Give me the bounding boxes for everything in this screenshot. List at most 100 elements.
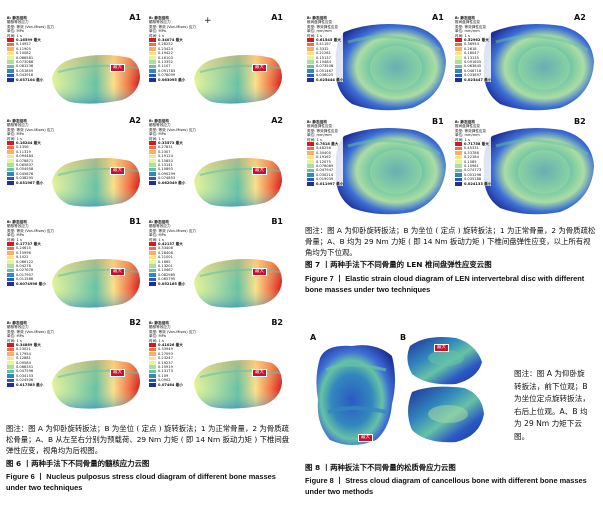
legend-row: 0.13141	[149, 163, 196, 167]
figure6-title-en-text: Figure 6 丨 Nucleus pulposus stress cloud…	[6, 472, 276, 492]
legend-header-line: 髓核等效应力	[7, 20, 29, 25]
legend-row: 0.036025	[307, 73, 343, 77]
legend-swatch	[7, 356, 14, 361]
legend-header-line: 类型: 等效弹性应变	[307, 24, 339, 29]
legend-value: 0.71758 最大	[464, 142, 489, 147]
legend-swatch	[7, 51, 14, 56]
legend-value: 0.063095 最小	[158, 77, 186, 82]
legend-swatch	[7, 268, 14, 273]
legend-header-line: 类型: 等效弹性应变	[455, 24, 487, 29]
legend-value: 0.086581	[16, 55, 34, 60]
legend-swatch	[7, 163, 14, 167]
legend-swatch	[7, 365, 14, 369]
legend-row: 0.09584	[7, 361, 54, 365]
legend-row: 0.07464 最小	[149, 383, 196, 387]
legend-swatch	[149, 281, 156, 286]
legend-header-line: 单位: MPa	[7, 132, 24, 137]
legend-row: 0.3332	[307, 47, 343, 51]
legend-row: 0.062049 最小	[149, 181, 196, 185]
legend-header-line: 时间: 1 s	[7, 338, 22, 343]
legend: B: 静态结构 椎间盘弹性应变 类型: 等效弹性应变 单位: mm/mm 时间: 1 s…	[307, 120, 344, 186]
legend-row: 0.41026 最大	[149, 343, 196, 347]
legend-swatch	[7, 64, 14, 69]
legend-swatch	[307, 69, 314, 73]
legend: B: 静态结构 髓核等效应力 类型: 等效 (Von-Mises) 应力 单位: MP…	[149, 321, 196, 387]
panel-label: A2	[574, 13, 586, 22]
legend-value: 0.1356	[16, 145, 29, 150]
legend-swatch	[149, 347, 156, 352]
legend-row: 0.18047	[455, 51, 491, 55]
legend-value: 0.017585 最小	[16, 382, 44, 387]
legend-row: 0.33788	[455, 151, 491, 155]
legend-value: 0.33573 最大	[158, 141, 183, 146]
figure7-title-en-text: Figure 7 丨 Elastic strain cloud diagram …	[305, 274, 585, 294]
figure6-title-cn-text: 图 6 丨两种手法下不同骨量的髓核应力云图	[6, 459, 150, 468]
legend-swatch	[455, 77, 462, 82]
legend-swatch	[149, 176, 156, 181]
legend-row: 0.17737 最大	[7, 242, 54, 246]
legend-header-line: 髓核等效应力	[7, 325, 29, 330]
legend-header-line: B: 静态结构	[455, 16, 475, 20]
legend-row: 0.10082	[7, 51, 54, 55]
legend-header-line: 髓核等效应力	[149, 20, 171, 25]
legend-value: 0.0902	[158, 378, 171, 383]
figure8-label-b: B	[400, 333, 407, 342]
legend-value: 0.051859	[16, 68, 34, 73]
legend-swatch	[149, 242, 156, 247]
legend-swatch	[455, 73, 462, 78]
figure6-panel: B: 静态结构 髓核等效应力 类型: 等效 (Von-Mises) 应力 单位: MP…	[4, 115, 144, 215]
legend: B: 静态结构 髓核等效应力 类型: 等效 (Von-Mises) 应力 单位: MP…	[149, 16, 196, 82]
legend-swatch	[307, 146, 314, 151]
legend-header-line: 类型: 等效 (Von-Mises) 应力	[7, 127, 55, 132]
legend-row: 0.16244 最大	[7, 141, 54, 145]
figure8-title-cn: 图 8 丨两种扳法下不同骨量的松质骨应力云图	[305, 462, 597, 473]
figure7-panel: B: 静态结构 椎间盘弹性应变 类型: 等效弹性应变 单位: mm/mm 时间: 1 s…	[304, 116, 450, 220]
legend-value: 0.17737 最大	[16, 242, 41, 247]
legend-swatch	[307, 64, 314, 69]
legend-row: 0.15919	[149, 365, 196, 369]
legend-row: 0.12881	[7, 356, 54, 360]
legend-swatch	[149, 352, 156, 356]
legend-value: 0.10467	[158, 268, 173, 273]
legend-value: 0.23247	[158, 356, 173, 361]
legend-value: 0.12075	[316, 159, 331, 164]
legend-swatch	[149, 356, 156, 361]
legend-value: 0.019039	[316, 177, 334, 182]
legend-header-line: B: 静态结构	[149, 220, 169, 224]
legend-value: 0.16599 最大	[16, 38, 41, 43]
legend-row: 0.7618 最大	[307, 142, 343, 146]
legend-header-line: B: 静态结构	[455, 120, 475, 124]
figure6-title-en: Figure 6 丨 Nucleus pulposus stress cloud…	[6, 471, 296, 493]
legend-swatch	[7, 352, 14, 356]
legend-value: 0.1107	[158, 64, 171, 69]
panel-label: A1	[129, 13, 141, 22]
legend-header-line: 时间: 1 s	[149, 33, 164, 38]
legend-swatch	[149, 268, 156, 273]
figure8-max-tag-a: 最大	[358, 434, 373, 442]
legend-row: 0.23424	[149, 47, 196, 51]
max-tag: 最大	[252, 64, 267, 72]
legend-swatch	[7, 145, 14, 150]
legend-row: 0.024133 最小	[455, 182, 491, 186]
disc-shape	[335, 128, 446, 215]
legend-swatch	[307, 181, 314, 186]
legend-value: 0.10484	[316, 59, 331, 64]
legend-value: 0.15919	[158, 364, 173, 369]
legend-value: 0.038295	[16, 176, 34, 181]
legend-swatch	[7, 374, 14, 378]
panel-label: B1	[432, 117, 444, 126]
legend-row: 0.017907	[7, 273, 54, 277]
legend-swatch	[7, 246, 14, 251]
legend-swatch	[149, 42, 156, 47]
legend-value: 0.030214	[316, 172, 334, 177]
legend-header-line: B: 静态结构	[149, 321, 169, 325]
legend-row: 0.30405	[307, 151, 343, 155]
legend-row: 0.019039	[307, 177, 343, 181]
legend-value: 0.109	[158, 373, 169, 378]
figure8-note: 图注：图 A 为仰卧旋转扳法，前下位观；B 为坐位定点旋转扳法，右后上位观。A、…	[514, 368, 592, 443]
legend-value: 0.7618 最大	[316, 142, 339, 147]
legend-header-line: B: 静态结构	[7, 321, 27, 325]
legend-swatch	[7, 277, 14, 282]
legend-value: 0.52962 最大	[464, 38, 489, 43]
legend-value: 0.34869 最大	[16, 343, 41, 348]
